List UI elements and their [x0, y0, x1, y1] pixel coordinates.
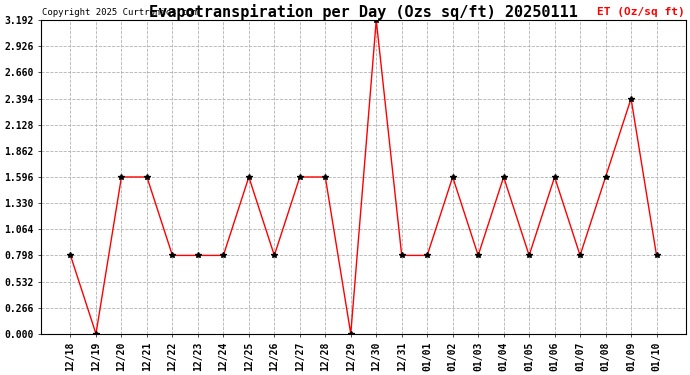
Text: ET (Oz/sq ft): ET (Oz/sq ft) [597, 7, 684, 17]
Text: Copyright 2025 Curtronics.com: Copyright 2025 Curtronics.com [43, 8, 198, 17]
Title: Evapotranspiration per Day (Ozs sq/ft) 20250111: Evapotranspiration per Day (Ozs sq/ft) 2… [149, 4, 578, 20]
